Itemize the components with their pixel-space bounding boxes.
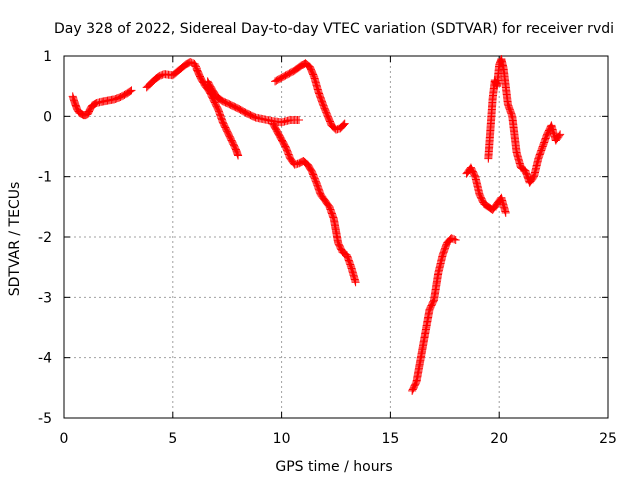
data-point (351, 278, 360, 287)
y-tick-label: -5 (38, 411, 52, 427)
x-axis-label: GPS time / hours (275, 459, 392, 475)
series-2 (142, 58, 201, 92)
y-tick-label: 0 (43, 109, 52, 125)
y-tick-label: -2 (38, 230, 52, 246)
y-tick-labels: 1 0 -1 -2 -3 -4 -5 (38, 49, 52, 427)
series-1 (68, 86, 136, 120)
data-point (556, 130, 565, 139)
data-point (339, 120, 348, 129)
data-point (234, 151, 243, 160)
x-tick-label: 0 (60, 431, 69, 447)
x-tick-label: 25 (599, 431, 617, 447)
y-tick-label: 1 (43, 49, 52, 65)
series-5 (268, 119, 360, 287)
data-point (450, 235, 459, 244)
data-points (68, 55, 565, 395)
chart-title: Day 328 of 2022, Sidereal Day-to-day VTE… (54, 21, 614, 37)
series-6 (271, 59, 349, 134)
x-tick-labels: 0 5 10 15 20 25 (60, 431, 617, 447)
series-4 (203, 77, 304, 127)
y-tick-label: -4 (38, 351, 52, 367)
x-tick-label: 10 (273, 431, 291, 447)
axis-ticks (63, 55, 609, 419)
y-tick-label: -1 (38, 170, 52, 186)
x-tick-label: 15 (381, 431, 399, 447)
data-point (126, 87, 135, 96)
data-point (555, 131, 564, 140)
data-point (295, 115, 304, 124)
x-tick-label: 20 (490, 431, 508, 447)
data-point (338, 121, 347, 130)
series-8 (462, 163, 510, 217)
data-point (451, 236, 460, 245)
grid (64, 56, 608, 418)
data-point (501, 208, 510, 217)
data-point (341, 250, 350, 259)
data-point (127, 86, 136, 95)
x-tick-label: 5 (168, 431, 177, 447)
series-7 (408, 234, 460, 395)
series-9 (484, 55, 565, 187)
data-point (340, 119, 349, 128)
y-tick-label: -3 (38, 290, 52, 306)
y-axis-label: SDTVAR / TECUs (7, 182, 23, 297)
series-3 (192, 65, 243, 160)
data-point (520, 165, 529, 174)
